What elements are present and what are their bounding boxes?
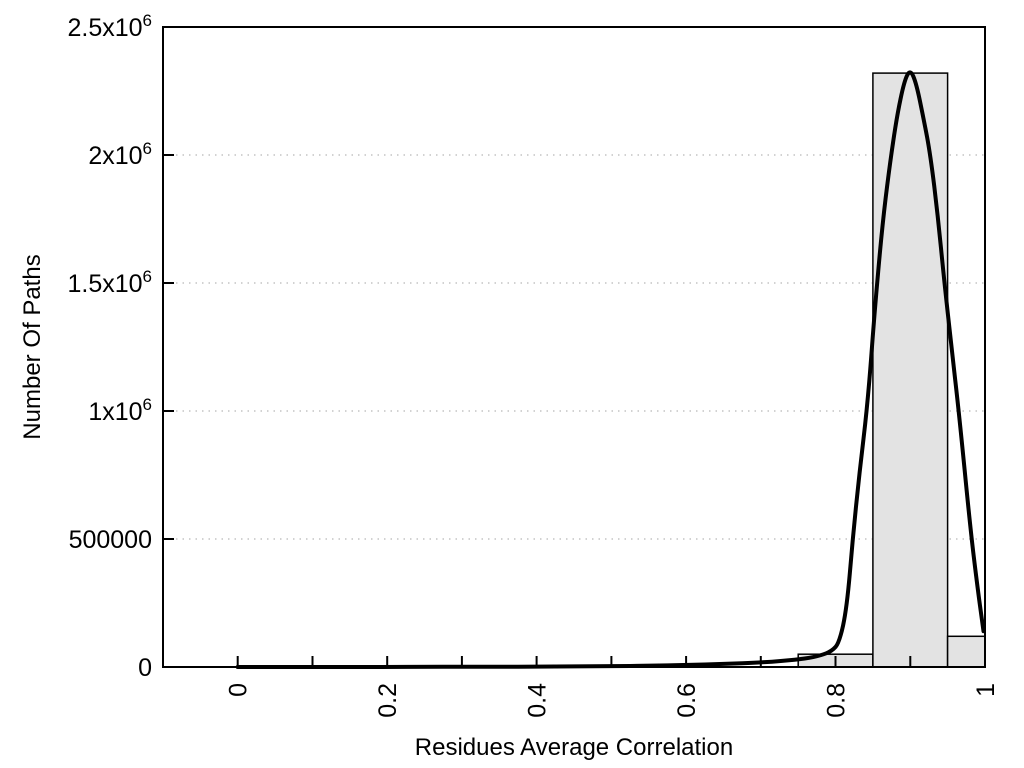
x-tick-label: 0.8 (823, 683, 851, 718)
histogram-bar (946, 635, 986, 668)
x-axis-title: Residues Average Correlation (415, 734, 733, 761)
x-tick-label: 1 (972, 683, 1000, 697)
x-tick-label: 0.2 (374, 683, 402, 718)
y-tick-label: 500000 (69, 526, 152, 554)
x-tick-label: 0.4 (524, 683, 552, 718)
y-tick-label: 2.5x106 (67, 11, 152, 42)
y-tick-label: 2x106 (88, 139, 152, 170)
y-tick-label: 1.5x106 (67, 267, 152, 298)
histogram-bar (872, 72, 949, 668)
y-axis-title: Number Of Paths (19, 254, 46, 439)
plot-border (162, 26, 986, 668)
x-tick-label: 0 (225, 683, 253, 697)
fit-curve (235, 70, 986, 669)
y-tick-label: 1x106 (88, 395, 152, 426)
x-tick-label: 0.6 (673, 683, 701, 718)
y-tick-label: 0 (138, 654, 152, 682)
